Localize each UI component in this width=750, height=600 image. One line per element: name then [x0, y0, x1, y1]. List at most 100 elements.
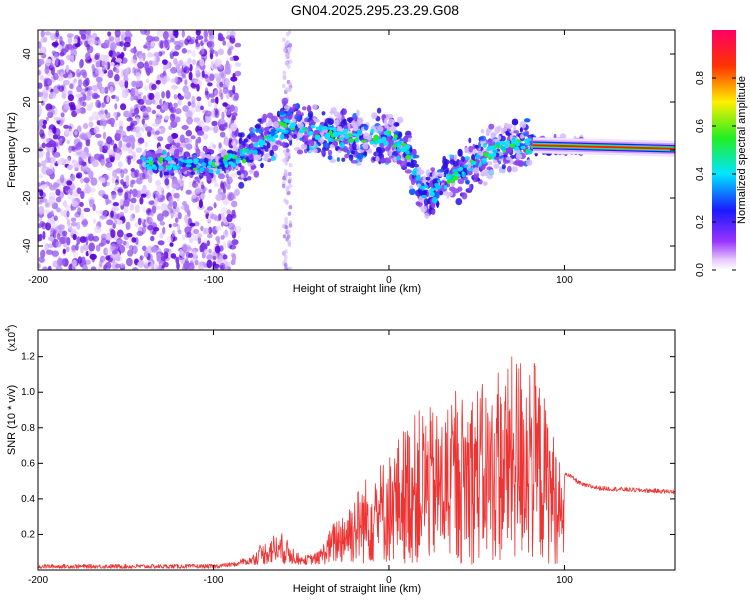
noise-speckle	[80, 212, 85, 221]
ridge-speckle	[488, 123, 495, 130]
noise-speckle	[63, 243, 68, 248]
noise-speckle	[216, 107, 224, 112]
noise-speckle	[142, 245, 147, 252]
noise-speckle	[206, 259, 213, 269]
ridge-speckle	[252, 128, 256, 133]
ridge-core	[496, 141, 500, 146]
ridge-speckle	[494, 126, 500, 134]
ridge-speckle	[256, 135, 264, 141]
ridge-speckle	[455, 198, 463, 206]
ridge-core	[145, 160, 149, 163]
noise-speckle	[218, 173, 225, 180]
noise-speckle	[229, 37, 236, 44]
noise-speckle	[287, 190, 291, 196]
ridge-core	[186, 159, 190, 164]
ridge-speckle	[249, 131, 256, 137]
ridge-speckle	[452, 165, 459, 171]
noise-speckle	[175, 142, 181, 148]
noise-speckle	[231, 131, 238, 139]
noise-speckle	[194, 221, 200, 227]
noise-speckle	[288, 163, 293, 168]
noise-speckle	[216, 78, 221, 83]
noise-speckle	[67, 94, 74, 102]
ridge-core	[374, 135, 380, 139]
noise-speckle	[213, 89, 220, 98]
noise-speckle	[38, 82, 43, 89]
noise-speckle	[218, 118, 226, 125]
noise-speckle	[186, 110, 194, 119]
ridge-speckle	[356, 109, 360, 117]
x-tick-label: -200	[28, 275, 48, 286]
noise-speckle	[60, 174, 65, 183]
noise-speckle	[120, 179, 124, 185]
noise-speckle	[42, 230, 46, 240]
ridge-speckle	[515, 153, 523, 160]
ridge-core	[329, 130, 333, 135]
ridge-core	[343, 128, 348, 134]
noise-speckle	[160, 128, 166, 133]
ridge-core	[412, 171, 417, 176]
noise-speckle	[82, 243, 89, 251]
ridge-speckle	[379, 149, 383, 157]
colorbar-tick-label: 0.8	[695, 71, 706, 85]
ridge-core	[241, 158, 247, 164]
noise-speckle	[218, 88, 223, 98]
noise-speckle	[168, 200, 173, 206]
svg-text:(x104): (x104)	[5, 325, 18, 352]
noise-speckle	[64, 71, 71, 76]
ridge-speckle	[339, 141, 346, 149]
noise-speckle	[128, 110, 133, 117]
noise-speckle	[184, 214, 189, 224]
ridge-core	[452, 176, 458, 181]
noise-speckle	[199, 151, 204, 158]
ridge-speckle	[263, 127, 270, 132]
noise-speckle	[89, 199, 95, 208]
noise-speckle	[82, 151, 88, 160]
noise-speckle	[194, 65, 201, 74]
ridge-core	[287, 119, 291, 124]
noise-speckle	[114, 253, 121, 260]
noise-speckle	[106, 95, 110, 103]
noise-speckle	[224, 103, 231, 110]
ridge-speckle	[443, 162, 449, 169]
ridge-core	[258, 138, 263, 144]
noise-speckle	[230, 122, 238, 132]
noise-speckle	[189, 222, 196, 227]
ridge-speckle	[269, 149, 275, 157]
noise-speckle	[87, 86, 93, 91]
noise-speckle	[286, 148, 290, 154]
noise-speckle	[105, 112, 111, 119]
ridge-speckle	[243, 138, 249, 143]
noise-speckle	[123, 76, 129, 82]
noise-speckle	[45, 222, 52, 231]
noise-speckle	[44, 78, 53, 87]
noise-speckle	[88, 233, 94, 242]
noise-speckle	[155, 130, 160, 135]
noise-speckle	[73, 78, 77, 83]
noise-speckle	[111, 249, 118, 255]
noise-speckle	[174, 217, 179, 223]
ridge-speckle	[238, 144, 244, 150]
noise-speckle	[47, 243, 54, 249]
noise-speckle	[60, 71, 64, 79]
ridge-speckle	[388, 149, 393, 157]
noise-speckle	[219, 81, 224, 88]
noise-speckle	[54, 106, 58, 116]
noise-speckle	[49, 182, 53, 189]
noise-speckle	[124, 67, 130, 77]
noise-speckle	[66, 210, 70, 218]
noise-speckle	[226, 178, 230, 186]
noise-speckle	[103, 194, 109, 200]
noise-speckle	[170, 38, 175, 43]
noise-speckle	[225, 173, 229, 179]
noise-speckle	[130, 197, 137, 204]
noise-speckle	[162, 226, 166, 235]
noise-speckle	[195, 139, 199, 148]
ridge-core	[520, 145, 526, 150]
ridge-speckle	[413, 163, 420, 168]
colorbar-tick-label: 0.6	[695, 119, 706, 133]
noise-speckle	[171, 133, 176, 140]
noise-speckle	[42, 124, 47, 129]
noise-speckle	[58, 85, 65, 92]
